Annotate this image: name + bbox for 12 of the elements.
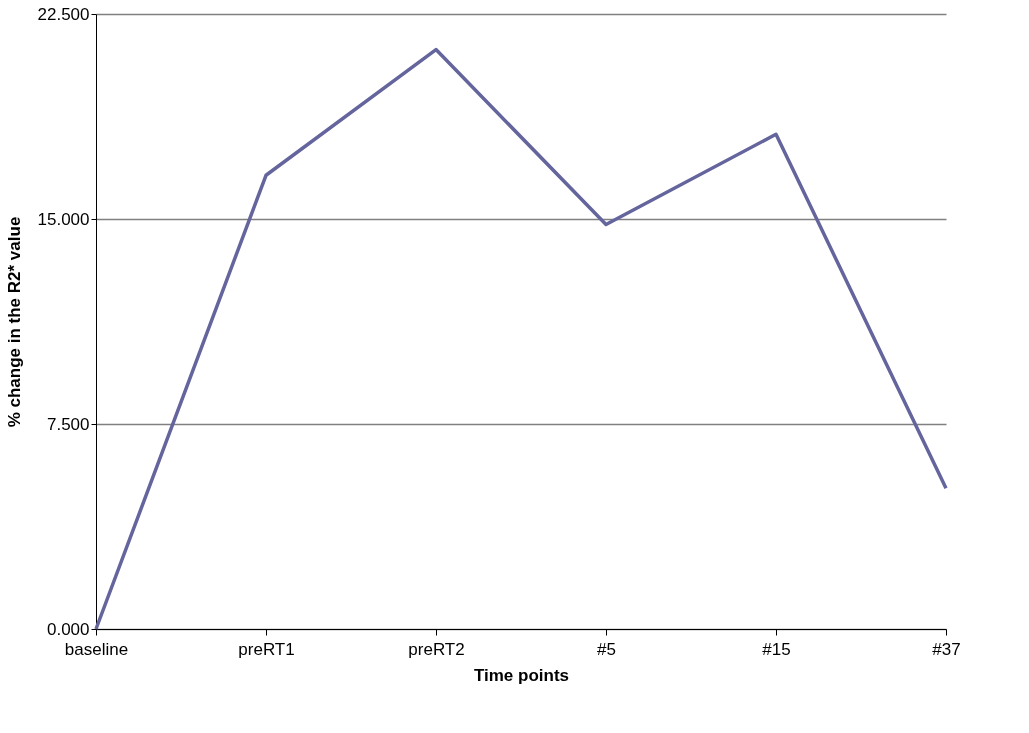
y-tick-label: 22.500 (37, 4, 90, 24)
y-tick-label: 0.000 (46, 619, 90, 639)
x-tick-label: preRT2 (408, 639, 465, 659)
x-tick-label: #37 (932, 639, 961, 659)
x-tick-label: preRT1 (238, 639, 295, 659)
y-tick-label: 7.500 (46, 414, 90, 434)
x-tick-label: #5 (597, 639, 616, 659)
x-tick-label: baseline (64, 639, 129, 659)
y-tick-label: 15.000 (37, 209, 90, 229)
x-tick-label: #15 (762, 639, 791, 659)
x-axis-title: Time points (473, 665, 570, 685)
y-axis-title: % change in the R2* value (4, 216, 24, 428)
